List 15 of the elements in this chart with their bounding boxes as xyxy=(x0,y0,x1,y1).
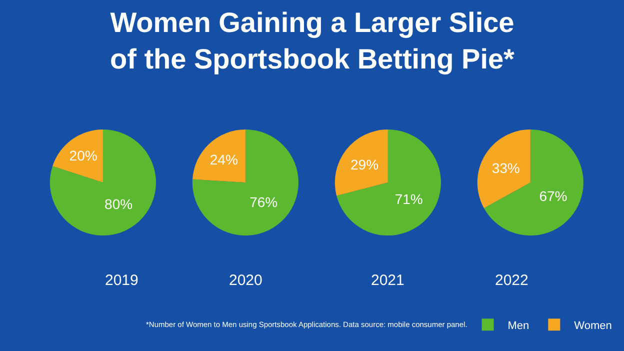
slice-label: 2022 xyxy=(495,272,528,289)
data-label: 67% xyxy=(539,188,568,204)
data-label: 76% xyxy=(250,194,278,210)
data-label: 20% xyxy=(69,147,98,164)
data-label: 33% xyxy=(492,160,520,176)
data-label: 29% xyxy=(350,156,379,172)
slice-label: 2019 xyxy=(105,272,138,289)
legend-label: Men xyxy=(508,320,530,332)
legend-label: Women xyxy=(574,320,612,332)
slice-label: 2020 xyxy=(229,272,262,289)
data-label: 24% xyxy=(210,152,238,168)
data-label: 80% xyxy=(104,196,133,212)
slice-label: 2021 xyxy=(371,272,404,289)
data-label: 71% xyxy=(394,190,423,207)
chart-title: Women Gaining a Larger Slice of the Sportsbook Betting Pie* xyxy=(110,7,515,74)
